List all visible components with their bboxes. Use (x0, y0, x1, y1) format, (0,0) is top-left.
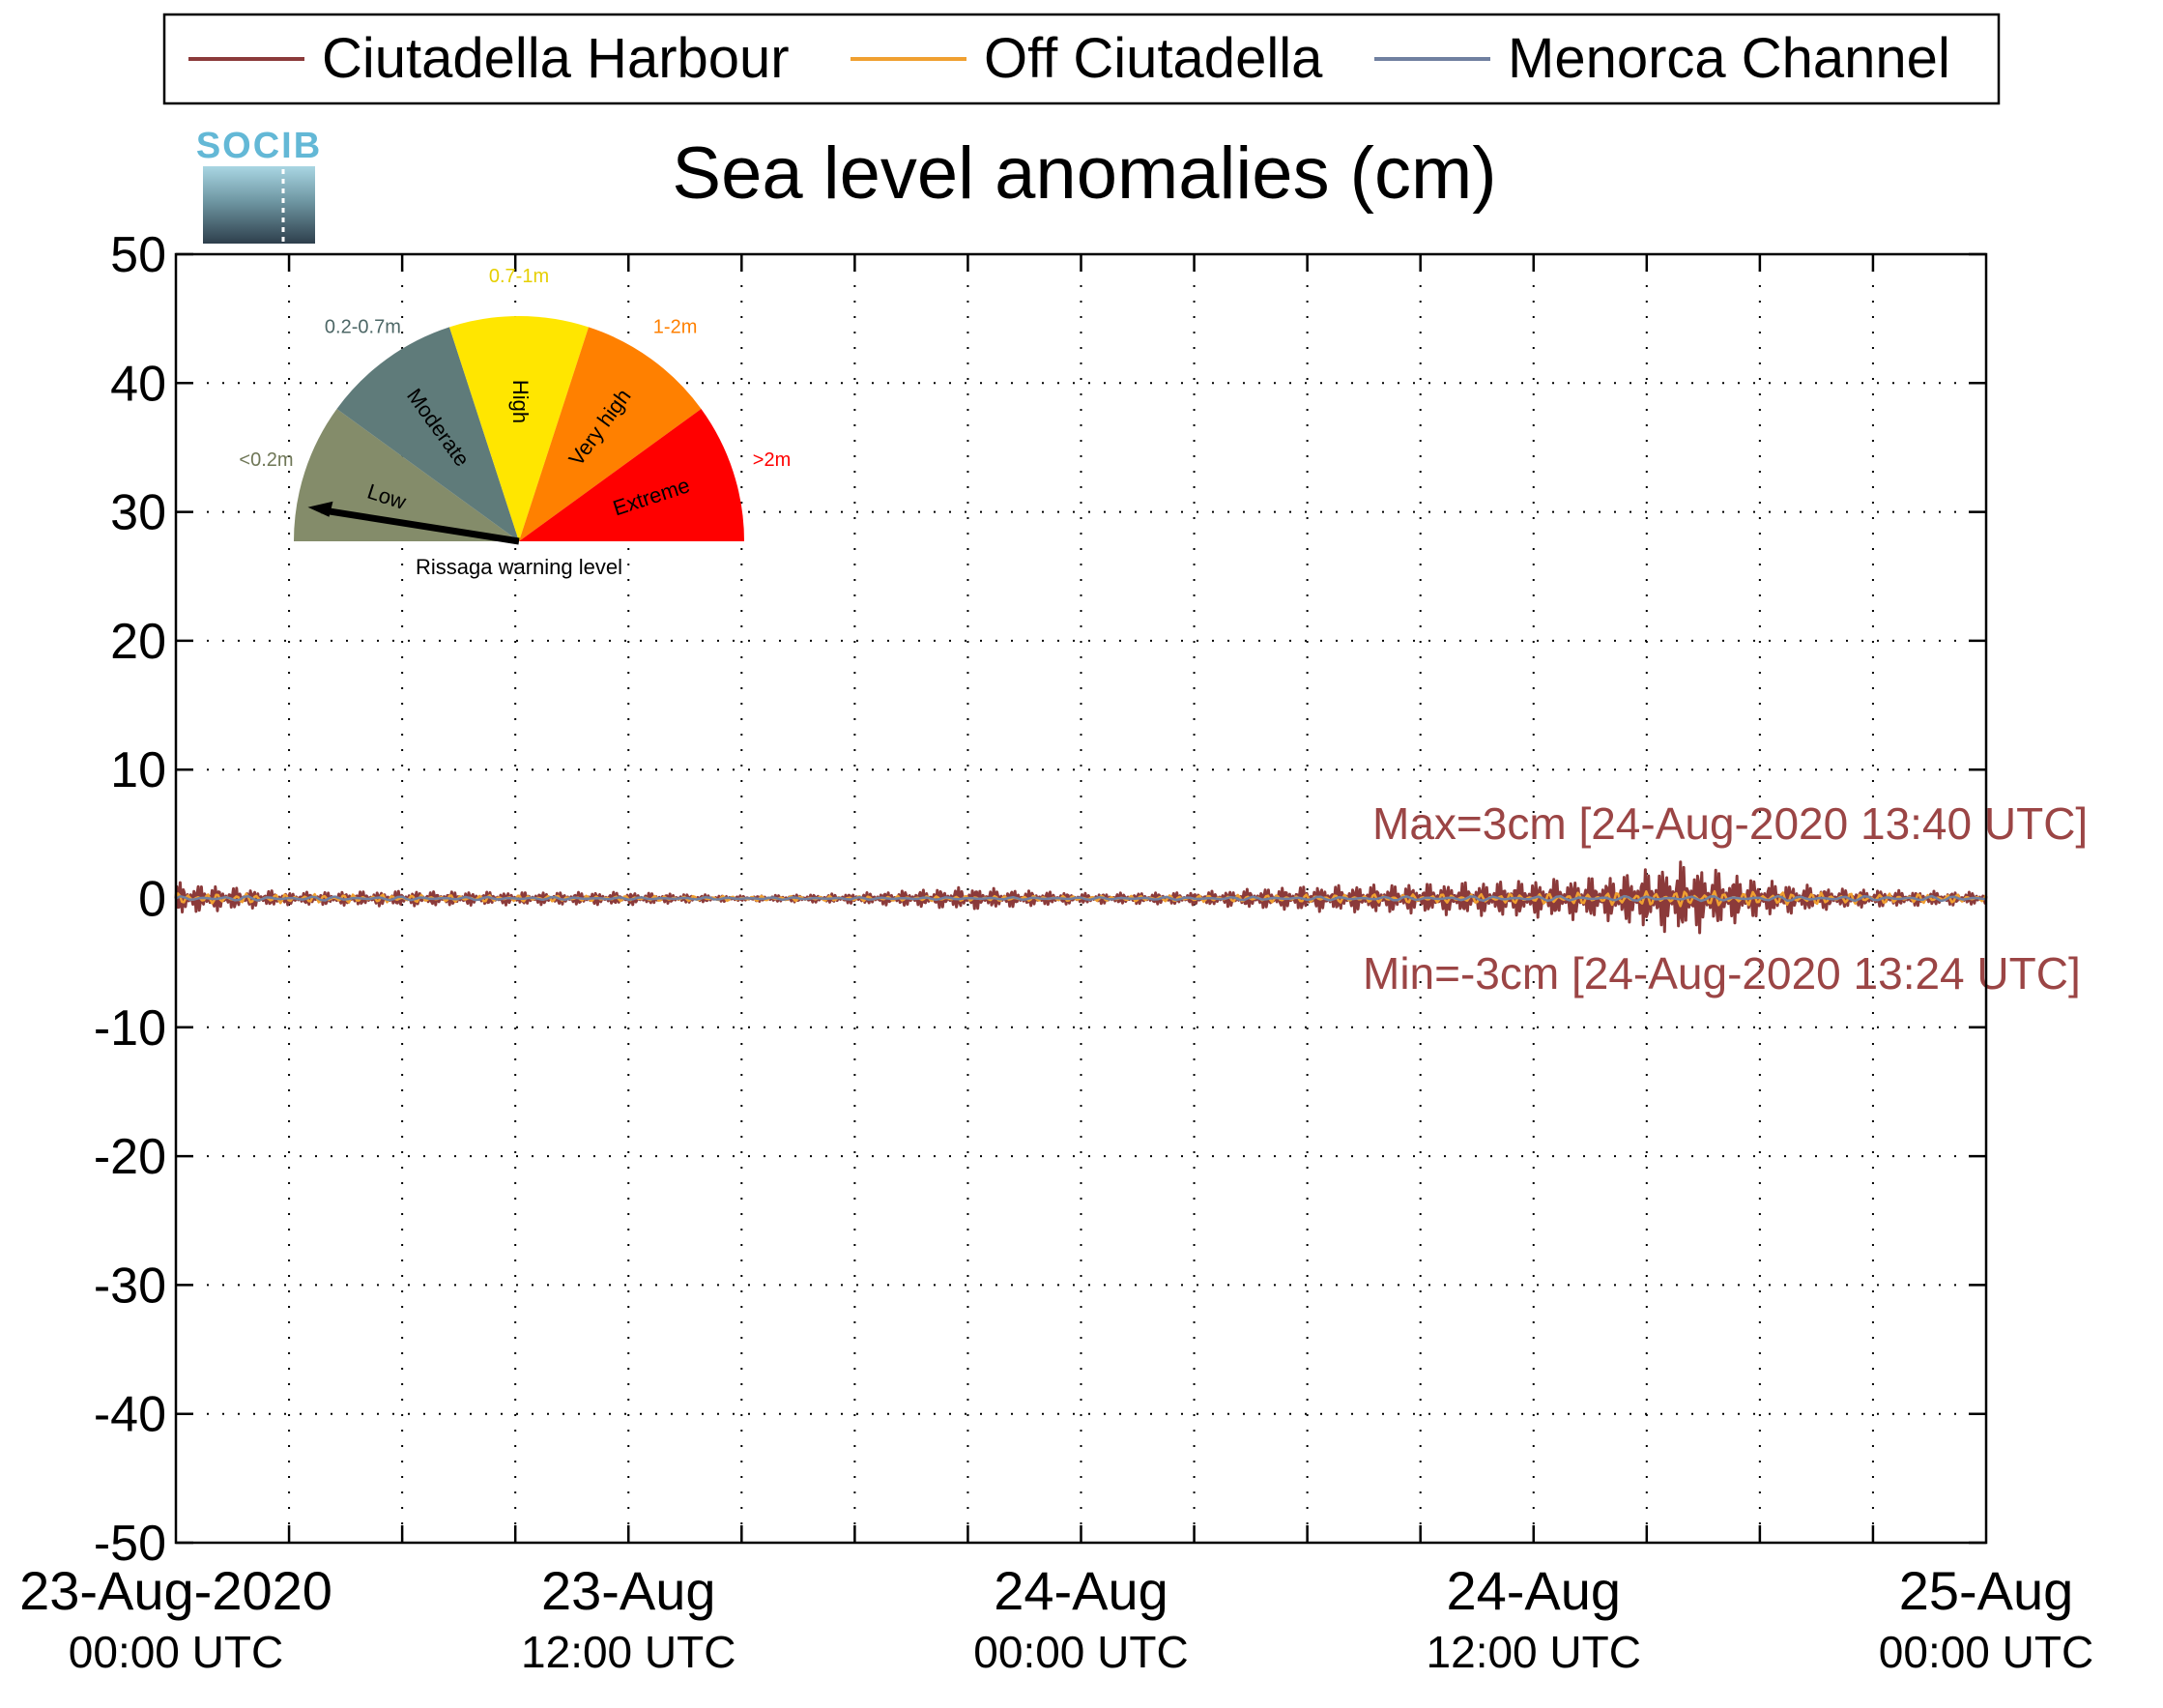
chart-title: Sea level anomalies (cm) (672, 132, 1496, 215)
gauge-segment-high (449, 315, 589, 541)
gauge-segment-moderate (336, 327, 519, 541)
y-tick-label: -40 (94, 1387, 166, 1443)
min-annotation: Min=-3cm [24-Aug-2020 13:24 UTC] (1363, 948, 2081, 999)
gauge-needle (320, 507, 520, 545)
gauge-range-very-high: 1-2m (653, 317, 698, 338)
gauge-segment-name-high: High (508, 380, 533, 423)
gauge-segment-extreme (519, 409, 744, 541)
logo-wave-block (203, 166, 315, 244)
gauge-title: Rissaga warning level (416, 555, 622, 579)
x-tick-label: 23-Aug 12:00 UTC (521, 1560, 735, 1677)
legend-box (162, 13, 2001, 105)
gauge-segment-very-high (519, 327, 702, 541)
y-tick-label: -30 (94, 1258, 166, 1314)
x-tick-label: 24-Aug 12:00 UTC (1427, 1560, 1641, 1677)
y-tick-label: 50 (110, 227, 166, 283)
socib-logo: SOCIB (196, 126, 322, 244)
x-tick-label-date: 24-Aug (1446, 1560, 1621, 1621)
y-tick-label: -20 (94, 1129, 166, 1185)
y-tick-label: -50 (94, 1516, 166, 1572)
x-tick-label-date: 24-Aug (994, 1560, 1168, 1621)
x-tick-label-time: 00:00 UTC (69, 1627, 283, 1677)
logo-text: SOCIB (196, 126, 322, 166)
legend: Ciutadella Harbour Off Ciutadella Menorc… (162, 13, 2001, 105)
max-annotation: Max=3cm [24-Aug-2020 13:40 UTC] (1372, 798, 2088, 849)
x-tick-label-date: 23-Aug-2020 (19, 1560, 332, 1621)
series-line-menorca-channel (175, 894, 1987, 903)
x-tick-label-time: 00:00 UTC (973, 1627, 1188, 1677)
y-tick-label: 0 (138, 872, 166, 928)
x-tick-label-time: 12:00 UTC (1427, 1627, 1641, 1677)
gauge-needle-head (307, 501, 333, 517)
y-tick-label: 10 (110, 742, 166, 798)
legend-label-ciutadella-harbour: Ciutadella Harbour (322, 27, 790, 90)
legend-label-menorca-channel: Menorca Channel (1508, 27, 1950, 90)
legend-label-off-ciutadella: Off Ciutadella (984, 27, 1323, 90)
plot-frame (174, 252, 1988, 1545)
x-tick-label-date: 25-Aug (1899, 1560, 2074, 1621)
y-tick-label: 20 (110, 614, 166, 670)
x-tick-label: 25-Aug 00:00 UTC (1879, 1560, 2093, 1677)
gauge-range-low: <0.2m (239, 449, 293, 471)
y-tick-label: -10 (94, 1000, 166, 1057)
x-tick-label-date: 23-Aug (541, 1560, 716, 1621)
gauge-range-moderate: 0.2-0.7m (325, 317, 401, 338)
gauge-range-high: 0.7-1m (489, 266, 549, 287)
gauge-segment-low (294, 409, 519, 541)
y-tick-label: 40 (110, 356, 166, 412)
y-tick-label: 30 (110, 485, 166, 541)
series (174, 860, 1988, 935)
x-tick-label: 23-Aug-2020 00:00 UTC (19, 1560, 332, 1677)
gauge-range-extreme: >2m (753, 449, 791, 471)
x-tick-label-time: 00:00 UTC (1879, 1627, 2093, 1677)
x-tick-label: 24-Aug 00:00 UTC (973, 1560, 1188, 1677)
x-tick-label-time: 12:00 UTC (521, 1627, 735, 1677)
